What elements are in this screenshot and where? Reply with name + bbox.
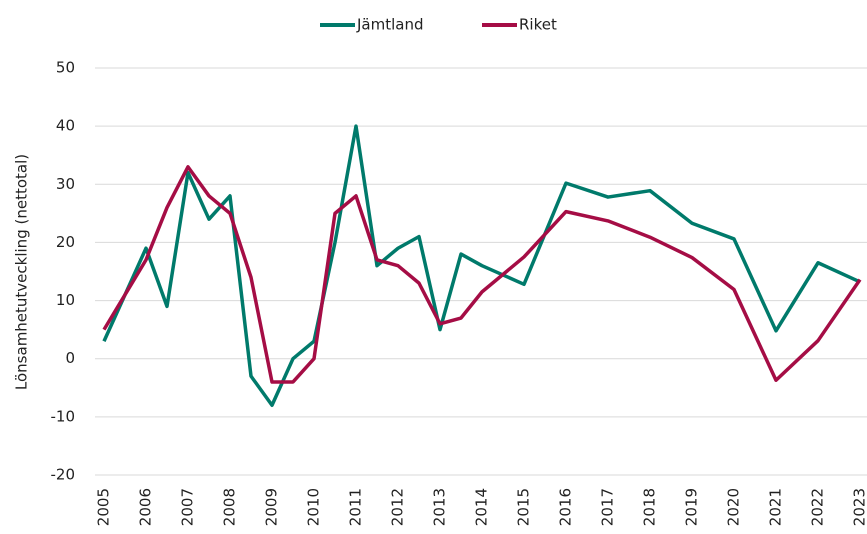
x-tick-label: 2021 xyxy=(767,488,785,526)
x-tick-label: 2012 xyxy=(389,488,407,526)
x-tick-label: 2006 xyxy=(137,488,155,526)
y-tick-label: 20 xyxy=(56,233,75,251)
y-tick-label: 10 xyxy=(56,291,75,309)
x-tick-label: 2008 xyxy=(221,488,239,526)
y-tick-label: -10 xyxy=(51,407,76,425)
x-tick-label: 2005 xyxy=(95,488,113,526)
y-tick-label: 50 xyxy=(56,59,75,77)
x-tick-label: 2020 xyxy=(725,488,743,526)
legend-label: Jämtland xyxy=(356,16,424,34)
x-tick-label: 2019 xyxy=(683,488,701,526)
x-tick-label: 2023 xyxy=(851,488,867,526)
y-axis-label: Lönsamhetutveckling (nettotal) xyxy=(13,154,31,390)
x-tick-label: 2016 xyxy=(557,488,575,526)
series-line xyxy=(102,165,862,384)
x-tick-label: 2010 xyxy=(305,488,323,526)
x-tick-label: 2018 xyxy=(641,488,659,526)
legend-label: Riket xyxy=(519,16,557,34)
y-tick-label: 30 xyxy=(56,175,75,193)
series-line xyxy=(102,124,861,407)
x-tick-label: 2007 xyxy=(179,488,197,526)
x-tick-label: 2014 xyxy=(473,488,491,526)
y-tick-label: 40 xyxy=(56,117,75,135)
y-tick-label: 0 xyxy=(65,349,75,367)
x-tick-label: 2015 xyxy=(515,488,533,526)
x-tick-label: 2009 xyxy=(263,488,281,526)
y-tick-label: -20 xyxy=(51,466,76,484)
x-tick-label: 2011 xyxy=(347,488,365,526)
x-tick-label: 2022 xyxy=(809,488,827,526)
x-tick-label: 2013 xyxy=(431,488,449,526)
x-tick-label: 2017 xyxy=(599,488,617,526)
